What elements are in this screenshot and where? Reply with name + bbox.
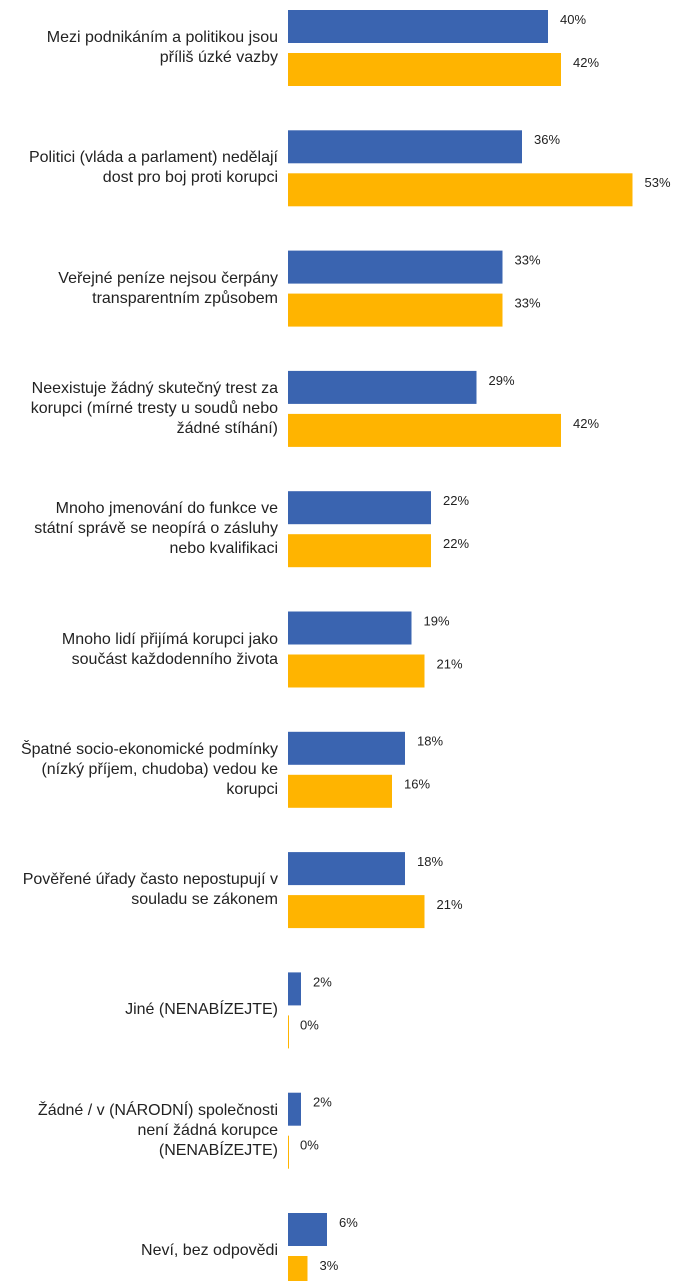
bar (288, 972, 301, 1006)
bar (288, 1213, 327, 1246)
bar (288, 293, 503, 327)
value-label: 21% (437, 656, 463, 671)
bar (288, 1015, 289, 1049)
value-label: 0% (300, 1017, 319, 1032)
value-label: 18% (417, 854, 443, 869)
category-label: Veřejné peníze nejsou čerpány transparen… (58, 269, 278, 307)
category-label: Neexistuje žádný skutečný trest za korup… (30, 379, 278, 437)
bar (288, 895, 425, 929)
bar (288, 491, 431, 525)
value-label: 42% (573, 416, 599, 431)
bar (288, 250, 503, 284)
category-label: Jiné (NENABÍZEJTE) (125, 1001, 278, 1019)
category-label: Žádné / v (NÁRODNÍ) společnosti není žád… (37, 1101, 278, 1159)
bar (288, 654, 425, 688)
value-label: 53% (645, 175, 671, 190)
bar (288, 10, 548, 43)
value-label: 6% (339, 1215, 358, 1230)
value-label: 22% (443, 536, 469, 551)
value-label: 29% (489, 373, 515, 388)
category-label: Neví, bez odpovědi (141, 1242, 278, 1259)
value-label: 3% (320, 1258, 339, 1273)
bar (288, 611, 412, 645)
bar (288, 534, 431, 568)
value-label: 16% (404, 777, 430, 792)
bar (288, 53, 561, 86)
value-label: 40% (560, 12, 586, 27)
category-label: Mnoho lidí přijímá korupci jako součást … (61, 630, 278, 668)
category-label: Špatné socio-ekonomické podmínky (nízký … (20, 740, 278, 798)
bar (288, 731, 405, 765)
value-label: 19% (424, 613, 450, 628)
value-label: 18% (417, 734, 443, 749)
bar (288, 413, 561, 447)
value-label: 22% (443, 493, 469, 508)
value-label: 33% (515, 296, 541, 311)
bar (288, 852, 405, 886)
value-label: 33% (515, 253, 541, 268)
value-label: 0% (300, 1138, 319, 1153)
bar (288, 370, 477, 404)
bar (288, 774, 392, 808)
category-label: Pověřené úřady často nepostupují v soula… (22, 871, 278, 909)
category-label: Mnoho jmenování do funkce ve státní sprá… (34, 500, 278, 558)
bar (288, 173, 633, 207)
value-label: 21% (437, 897, 463, 912)
value-label: 2% (313, 1095, 332, 1110)
value-label: 42% (573, 55, 599, 70)
value-label: 36% (534, 132, 560, 147)
bar (288, 1135, 289, 1169)
bar (288, 1092, 301, 1126)
bar (288, 130, 522, 164)
category-label: Politici (vláda a parlament) nedělají do… (28, 149, 278, 187)
bar (288, 1256, 308, 1281)
category-label: Mezi podnikáním a politikou jsou příliš … (46, 29, 278, 66)
value-label: 2% (313, 974, 332, 989)
